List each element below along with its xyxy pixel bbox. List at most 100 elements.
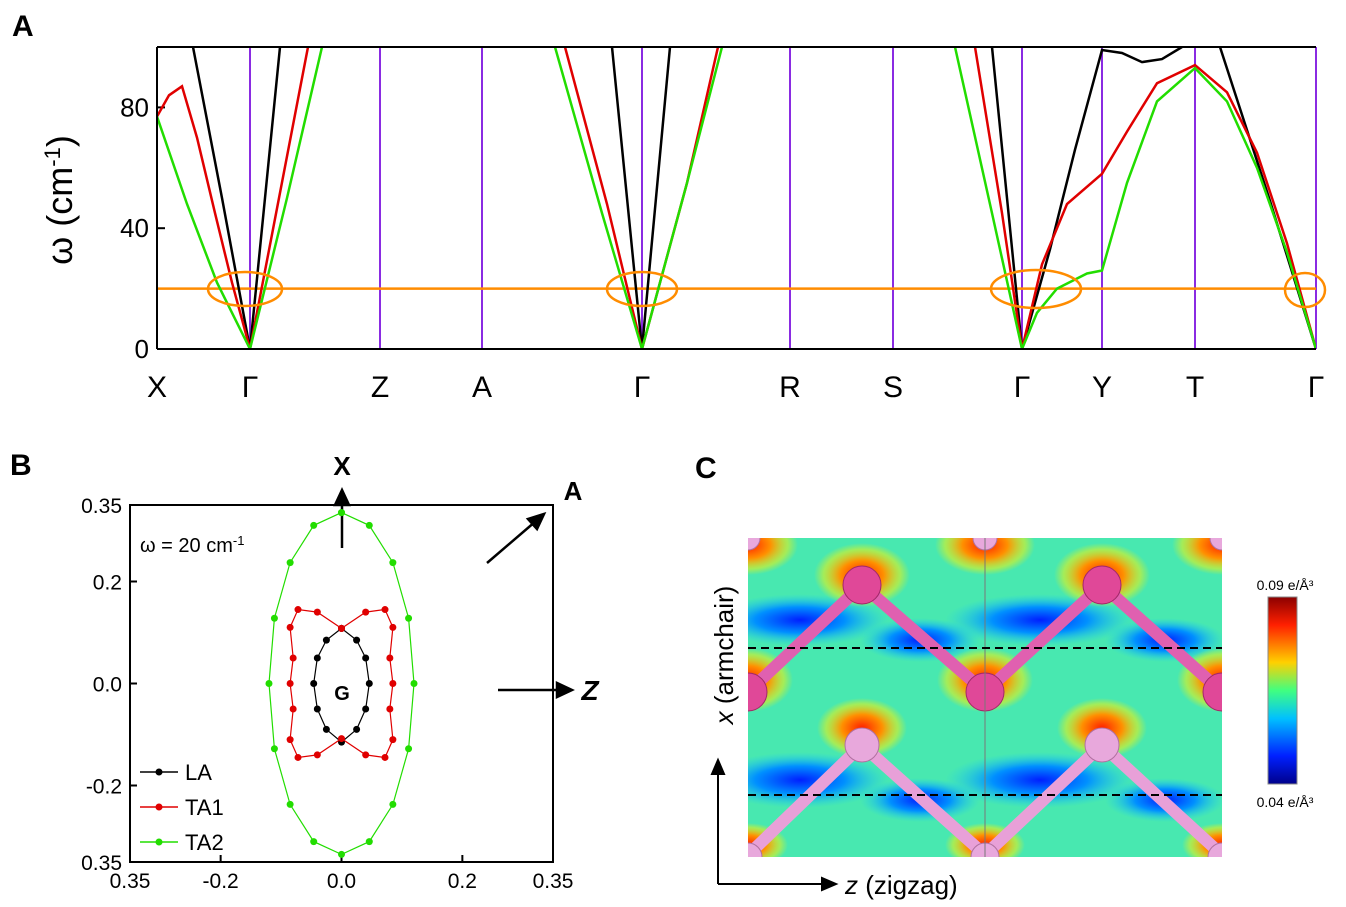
contour-point	[270, 745, 278, 753]
contour-point	[365, 680, 373, 687]
contour-point	[294, 606, 302, 614]
contour-point	[286, 800, 294, 808]
y-tick-label: 0.35	[81, 495, 122, 518]
legend-label: TA1	[185, 795, 224, 820]
contour-point	[410, 680, 418, 687]
arrowhead	[555, 681, 575, 699]
y-tick-label: 80	[120, 92, 149, 122]
contour-point	[313, 751, 321, 759]
x-tick-label: Y	[1092, 371, 1112, 404]
contour-point	[270, 614, 278, 622]
contour-point	[381, 753, 389, 761]
x-tick-label: 0.35	[533, 870, 574, 893]
contour-point	[286, 559, 294, 567]
x-tick-label: -0.2	[203, 870, 239, 893]
x-tick-label: 0.35	[110, 870, 151, 893]
contour-point	[353, 636, 361, 644]
contour-point	[313, 608, 321, 616]
contour-point	[365, 838, 373, 846]
contour-point	[289, 705, 297, 713]
highlight-circle	[1283, 271, 1327, 309]
y-axis-label: x (armchair)	[709, 586, 739, 727]
contour-point	[405, 614, 413, 622]
contour-point	[310, 521, 318, 529]
contour-point	[389, 680, 397, 687]
arrowhead	[333, 487, 351, 507]
y-tick-label: 0	[135, 334, 149, 364]
arrowhead	[821, 876, 839, 892]
contour-point	[389, 800, 397, 808]
panel-label: B	[10, 449, 32, 482]
contour-point	[362, 654, 370, 662]
highlight-circles	[206, 268, 1327, 310]
highlight-circle	[605, 270, 679, 308]
y-tick-label: 0.2	[93, 572, 122, 595]
panel-a: ω (cm-1)	[39, 135, 80, 265]
contour-point	[310, 838, 318, 846]
x-tick-label: T	[1186, 371, 1204, 404]
legend-marker	[155, 803, 163, 811]
arrowhead	[525, 511, 547, 532]
x-tick-label: 0.2	[448, 870, 477, 893]
arrowhead	[710, 757, 726, 775]
contour-point	[362, 751, 370, 759]
y-tick-label: -0.2	[86, 776, 122, 799]
contour-point	[265, 680, 273, 687]
contour-point	[405, 745, 413, 753]
x-tick-label: Z	[371, 371, 389, 404]
x-tick-label: 0.0	[327, 870, 356, 893]
x-tick-label: Γ	[1308, 371, 1325, 404]
contour-point	[313, 654, 321, 662]
arrows	[333, 487, 575, 699]
contour-point	[381, 606, 389, 614]
dispersion-curve	[191, 47, 1316, 349]
contour-point	[289, 654, 297, 662]
y-tick-label: 40	[120, 213, 149, 243]
arrow	[486, 520, 537, 564]
x-tick-label: X	[147, 371, 167, 404]
colorbar-min-label: 0.04 e/Å³	[1257, 794, 1314, 810]
contour-point	[386, 654, 394, 662]
y-axis-label: ω (cm-1)	[39, 135, 80, 265]
contour-point	[389, 736, 397, 744]
contour-point	[353, 725, 361, 733]
x-tick-label: S	[883, 371, 903, 404]
contour-point	[286, 680, 294, 687]
contour-point	[338, 624, 345, 632]
contour-point	[338, 735, 345, 743]
direction-label: Z	[580, 675, 599, 706]
contour-point	[389, 559, 397, 567]
annotation: ω = 20 cm-1	[140, 533, 244, 558]
contour-point	[322, 636, 330, 644]
y-tick-label: 0.0	[93, 674, 122, 697]
dispersion-curve	[157, 47, 1316, 349]
plot-frame	[157, 47, 1316, 349]
charge-density-map	[748, 538, 1222, 857]
colorbar-max-label: 0.09 e/Å³	[1257, 577, 1314, 593]
legend-marker	[155, 768, 163, 776]
center-label: G	[334, 683, 350, 705]
legend-marker	[155, 838, 163, 846]
contour-point	[294, 753, 302, 761]
contour-point	[286, 623, 294, 631]
direction-label: X	[333, 451, 351, 481]
x-tick-label: Γ	[634, 371, 651, 404]
contour-point	[286, 736, 294, 744]
x-tick-label: Γ	[242, 371, 259, 404]
x-axis-label: z (zigzag)	[844, 870, 958, 900]
legend-label: TA2	[185, 830, 224, 855]
panel-b: ω = 20 cm-1 G X A Z	[140, 451, 599, 706]
panel-label: C	[695, 452, 717, 485]
contour-point	[338, 509, 345, 517]
x-tick-label: Γ	[1014, 371, 1031, 404]
highlight-circle	[989, 268, 1083, 310]
y-tick-label: 0.35	[81, 852, 122, 875]
legend-label: LA	[185, 760, 212, 785]
highlight-circle	[206, 270, 284, 308]
x-tick-label: A	[472, 371, 492, 404]
panel-label: A	[12, 10, 34, 43]
plot-area: 0.35 -0.2 0.0 0.2 0.350.350.20.0-0.20.35LATA…	[81, 495, 573, 893]
contour-point	[365, 521, 373, 529]
contour-point	[362, 705, 370, 713]
